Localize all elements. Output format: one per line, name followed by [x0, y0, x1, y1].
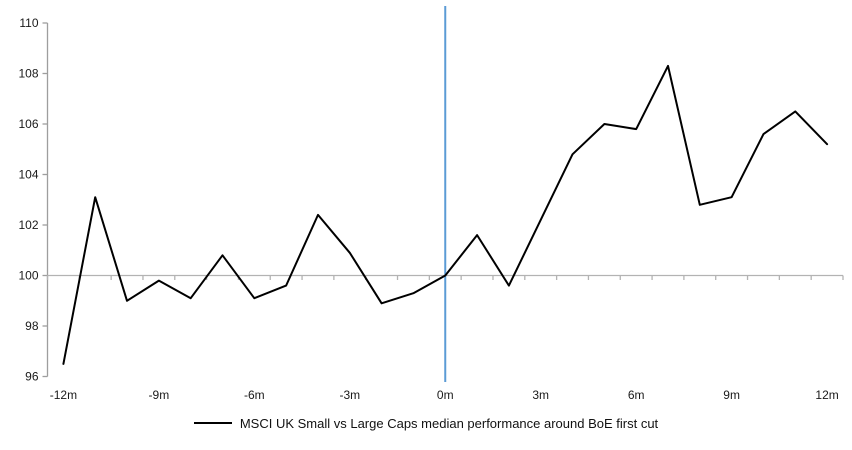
x-axis-tick-label: 3m [532, 388, 549, 402]
y-axis-tick-label: 96 [25, 370, 39, 384]
x-axis-tick-label: 6m [628, 388, 645, 402]
y-axis-tick-label: 104 [18, 168, 38, 182]
x-axis-tick-label: 9m [723, 388, 740, 402]
y-axis-tick-label: 108 [18, 67, 38, 81]
legend-line-swatch [193, 422, 232, 424]
x-axis-tick-label: -3m [339, 388, 360, 402]
y-axis-tick-label: 102 [18, 218, 38, 232]
y-axis-tick-label: 98 [25, 319, 39, 333]
legend: MSCI UK Small vs Large Caps median perfo… [0, 413, 852, 433]
x-axis-tick-label: 12m [815, 388, 838, 402]
y-axis-tick-label: 110 [19, 16, 38, 30]
legend-label: MSCI UK Small vs Large Caps median perfo… [239, 415, 659, 431]
y-axis-tick-label: 106 [18, 117, 38, 131]
y-axis-tick-label: 100 [18, 269, 38, 283]
x-axis-tick-label: -9m [149, 388, 170, 402]
x-axis-tick-label: -12m [50, 388, 77, 402]
x-axis-tick-label: 0m [437, 388, 454, 402]
series-line [62, 64, 829, 365]
x-axis-tick-label: -6m [244, 388, 265, 402]
